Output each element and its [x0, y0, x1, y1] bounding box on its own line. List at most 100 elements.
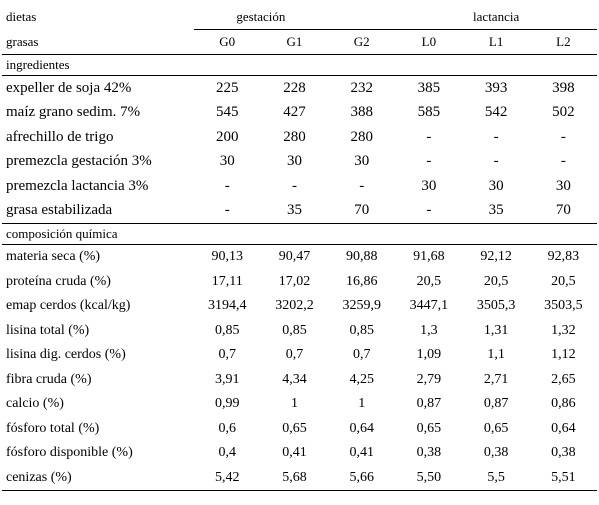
row-label: fósforo disponible (%) [6, 445, 133, 461]
cell-value: 225 [216, 79, 239, 96]
table-row: lisina total (%) 0,85 0,85 0,85 1,3 1,31 1,32 [2, 319, 597, 344]
cell-value: 388 [350, 104, 373, 121]
header-row-dietas: dietas gestación lactancia [2, 5, 597, 30]
cell-value: 0,41 [349, 445, 374, 461]
cell-value: 92,12 [480, 249, 512, 265]
column-header-g0: G0 [219, 34, 236, 49]
table-row: maíz grano sedim. 7% 545 427 388 585 542 502 [2, 101, 597, 126]
header-grasas-label: grasas [6, 33, 39, 49]
row-label: lisina total (%) [6, 322, 90, 338]
cell-value: 5,68 [282, 469, 307, 485]
cell-value: 1,32 [551, 322, 576, 338]
table-row: grasa estabilizada - 35 70 - 35 70 [2, 199, 597, 224]
cell-value: 3505,3 [476, 298, 516, 314]
row-label: premezcla lactancia 3% [6, 177, 149, 194]
row-label: expeller de soja 42% [6, 79, 132, 96]
table-row: emap cerdos (kcal/kg) 3194,4 3202,2 3259,9 3… [2, 294, 597, 319]
cell-value: 90,88 [345, 249, 378, 265]
cell-value: 90,13 [211, 249, 244, 265]
row-label: calcio (%) [6, 396, 64, 412]
cell-value: - [426, 128, 432, 145]
cell-value: 0,41 [282, 445, 307, 461]
cell-value: 0,99 [215, 396, 240, 412]
table-row: lisina dig. cerdos (%) 0,7 0,7 0,7 1,09 1,1 1,… [2, 343, 597, 368]
row-label: fósforo total (%) [6, 420, 100, 436]
column-header-l2: L2 [556, 34, 571, 49]
cell-value: 5,50 [416, 469, 442, 485]
cell-value: - [493, 153, 499, 170]
cell-value: 0,64 [349, 420, 374, 436]
cell-value: 0,7 [285, 347, 304, 363]
table-row: fósforo disponible (%) 0,4 0,41 0,41 0,38 0,3… [2, 441, 597, 466]
row-label: proteína cruda (%) [6, 273, 111, 289]
table-row: expeller de soja 42% 225 228 232 385 393 398 [2, 76, 597, 101]
cell-value: 427 [283, 104, 306, 121]
cell-value: 70 [555, 202, 571, 219]
cell-value: 30 [219, 153, 235, 170]
cell-value: 4,25 [349, 371, 374, 387]
section-composicion-label: composición química [6, 226, 118, 241]
cell-value: 4,34 [282, 371, 307, 387]
cell-value: 0,4 [218, 445, 237, 461]
cell-value: 0,85 [215, 322, 240, 338]
group-gestacion-label: gestación [193, 5, 329, 30]
cell-value: 3194,4 [208, 298, 247, 314]
column-header-g1: G1 [286, 34, 303, 49]
cell-value: 20,5 [483, 273, 509, 289]
cell-value: 2,79 [416, 371, 442, 387]
cell-value: 3,91 [215, 371, 240, 387]
group-lactancia-label: lactancia [395, 5, 597, 30]
cell-value: 17,11 [211, 273, 243, 289]
cell-value: 1,3 [420, 322, 438, 338]
cell-value: 542 [484, 104, 508, 121]
cell-value: 0,6 [218, 420, 237, 436]
cell-value: - [224, 202, 230, 219]
table-row: fósforo total (%) 0,6 0,65 0,64 0,65 0,65 0,64 [2, 417, 597, 442]
cell-value: 0,86 [551, 396, 576, 412]
cell-value: 5,66 [349, 469, 374, 485]
cell-value: 20,5 [551, 273, 576, 289]
cell-value: 398 [552, 79, 575, 96]
cell-value: 5,5 [487, 469, 505, 485]
cell-value: - [426, 153, 432, 170]
cell-value: 20,5 [416, 273, 442, 289]
cell-value: 5,42 [215, 469, 240, 485]
cell-value: 1,31 [483, 322, 509, 338]
cell-value: - [426, 202, 432, 219]
cell-value: 232 [350, 79, 373, 96]
row-label: afrechillo de trigo [6, 128, 114, 145]
cell-value: 3447,1 [409, 298, 449, 314]
cell-value: 35 [286, 202, 302, 219]
row-label: premezcla gestación 3% [6, 153, 152, 170]
cell-value: 200 [216, 128, 239, 145]
cell-value: 2,71 [483, 371, 509, 387]
column-header-l0: L0 [421, 34, 437, 49]
cell-value: 5,51 [551, 469, 576, 485]
cell-value: - [291, 177, 297, 194]
table-row: materia seca (%) 90,13 90,47 90,88 91,68 92,1… [2, 245, 597, 270]
cell-value: 1,09 [416, 347, 442, 363]
cell-value: 3503,5 [544, 298, 583, 314]
cell-value: 70 [354, 202, 370, 219]
table-row: premezcla gestación 3% 30 30 30 - - - [2, 150, 597, 175]
table-row: fibra cruda (%) 3,91 4,34 4,25 2,79 2,71 2,65 [2, 368, 597, 393]
cell-value: - [560, 128, 566, 145]
cell-value: - [560, 153, 566, 170]
cell-value: 17,02 [278, 273, 311, 289]
cell-value: 0,38 [483, 445, 509, 461]
section-row-ingredientes: ingredientes [2, 55, 597, 76]
cell-value: 0,85 [282, 322, 307, 338]
cell-value: 0,38 [416, 445, 442, 461]
cell-value: 280 [283, 128, 306, 145]
cell-value: 545 [216, 104, 239, 121]
row-label: cenizas (%) [6, 469, 72, 485]
diet-composition-table: dietas gestación lactancia grasas G0 G1 … [2, 5, 597, 491]
row-label: lisina dig. cerdos (%) [6, 347, 126, 363]
row-label: materia seca (%) [6, 249, 101, 265]
header-dietas-label: dietas [6, 9, 37, 25]
cell-value: 35 [488, 202, 504, 219]
cell-value: - [359, 177, 365, 194]
cell-value: 0,7 [218, 347, 237, 363]
cell-value: 0,65 [282, 420, 307, 436]
